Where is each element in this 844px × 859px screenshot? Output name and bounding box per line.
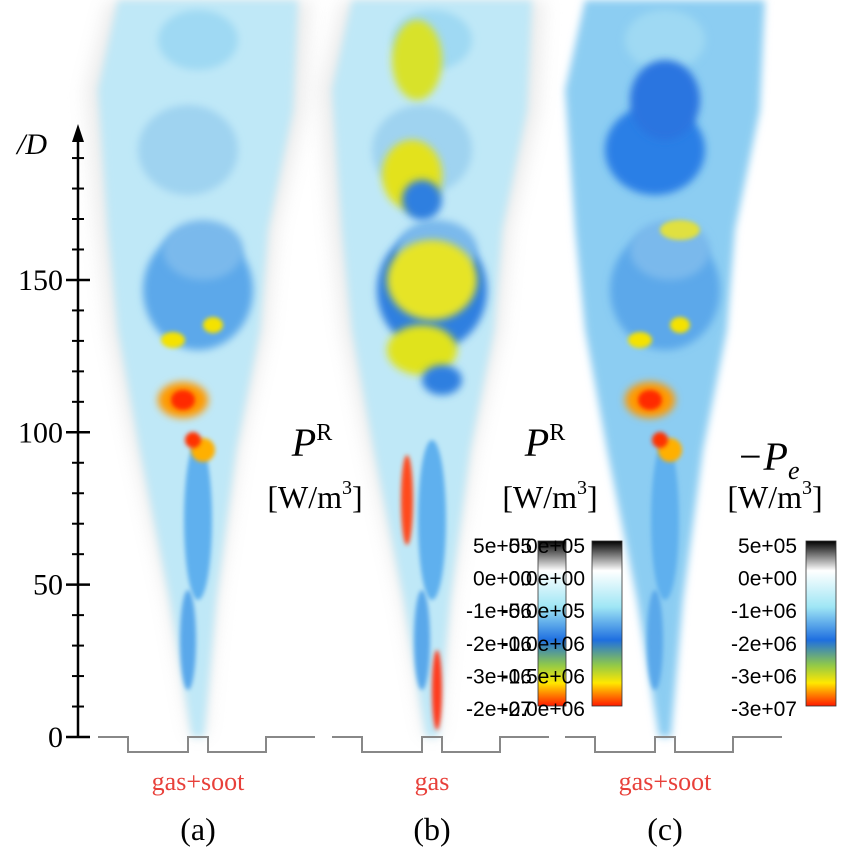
- quantity-symbol: PR: [291, 420, 332, 465]
- floor-profile: [565, 736, 782, 753]
- colorbar-label: -1.0e+06: [502, 633, 586, 656]
- flame-blob: [163, 220, 243, 280]
- flame-blob: [184, 440, 212, 600]
- colorbar-label: 0e+00: [473, 568, 532, 591]
- y-tick-label: 100: [18, 416, 63, 449]
- colorbar-label: -2e+07: [466, 698, 532, 721]
- colorbar-label: -2e+06: [731, 633, 797, 656]
- colorbar-label: -1.5e+06: [502, 665, 586, 688]
- colorbar: [805, 540, 837, 707]
- axis-arrow: [72, 124, 84, 142]
- flame-body: [98, 0, 298, 737]
- unit: [W/m3]: [502, 477, 597, 515]
- colorbar-label: -3e+07: [731, 698, 797, 721]
- colorbar-label: -3e+06: [731, 665, 797, 688]
- flame-blob: [402, 180, 442, 220]
- flame-blob: [392, 20, 442, 100]
- symbol: −P: [737, 434, 788, 479]
- caption: gas: [415, 767, 450, 796]
- colorbar-label: -1e+06: [731, 600, 797, 623]
- quantity-symbol: −Pe: [737, 434, 800, 485]
- colorbar-label: 0e+00: [738, 568, 797, 591]
- flame-blob: [180, 590, 196, 690]
- colorbar-label: 0.0e+00: [509, 568, 586, 591]
- floor-profile: [98, 736, 315, 753]
- colorbar: [591, 540, 623, 707]
- y-tick-label: 150: [18, 264, 63, 297]
- unit-open: [W/m: [727, 479, 802, 515]
- unit-open: [W/m: [502, 479, 577, 515]
- flame-blob: [203, 317, 223, 333]
- flame-blob: [651, 440, 679, 600]
- flame-blob: [418, 440, 446, 600]
- y-axis: /D 0 50 100 150: [15, 124, 90, 754]
- flame-images: [86, 0, 782, 753]
- unit-sup: 3: [342, 477, 352, 499]
- axis-label: /D: [15, 128, 47, 161]
- flame-blob: [625, 10, 705, 70]
- flame: [320, 0, 549, 753]
- flame-blob: [432, 650, 442, 730]
- panel-tag: (c): [647, 811, 683, 847]
- caption: gas+soot: [152, 767, 245, 796]
- symbol: P: [524, 420, 549, 465]
- colorbar-label: 5e+05: [473, 535, 532, 558]
- flame-blob: [138, 105, 238, 195]
- panel-tag: (b): [413, 811, 450, 847]
- flame: [86, 0, 315, 753]
- flame-blob: [628, 332, 652, 348]
- flame-blob: [638, 390, 662, 410]
- quantity-symbol: PR: [524, 420, 565, 465]
- flame-blob: [670, 317, 690, 333]
- colorbar-label: -2.0e+06: [502, 698, 586, 721]
- superscript: R: [316, 420, 332, 446]
- flame-blob: [161, 332, 185, 348]
- unit: [W/m3]: [727, 477, 822, 515]
- flame-blob: [401, 455, 413, 545]
- panel: −Pe[W/m3] 5e+05 0e+00 -1e+06 -2e+06 -3e+06 -3e…: [619, 434, 837, 847]
- symbol: P: [291, 420, 316, 465]
- floor-profile: [332, 736, 549, 753]
- flame-blob: [387, 240, 477, 320]
- panel: PR[W/m3]5.0e+050.0e+00-5.0e+05-1.0e+06-1…: [413, 420, 623, 847]
- y-tick-label: 0: [48, 721, 63, 754]
- colorbar-label: -3e+06: [466, 665, 532, 688]
- flame-blob: [387, 325, 457, 375]
- flame-body: [565, 0, 765, 737]
- colorbar-label: -5.0e+05: [502, 600, 586, 623]
- unit-close: ]: [352, 479, 363, 515]
- colorbar: [537, 540, 567, 707]
- colorbar-label: 5.0e+05: [509, 535, 586, 558]
- flame-blob: [158, 10, 238, 70]
- unit: [W/m3]: [267, 477, 362, 515]
- colorbar-label: -2e+06: [466, 633, 532, 656]
- y-tick-label: 50: [33, 569, 63, 602]
- flame-blob: [185, 432, 201, 448]
- colorbar-label: -1e+06: [466, 600, 532, 623]
- superscript: R: [549, 420, 565, 446]
- unit-close: ]: [587, 479, 598, 515]
- unit-sup: 3: [577, 477, 587, 499]
- flame-blob: [647, 590, 663, 690]
- flame-blob: [652, 432, 668, 448]
- flame-blob: [422, 365, 462, 395]
- subscript: e: [788, 456, 800, 485]
- flame-blob: [171, 390, 195, 410]
- flame-blob: [414, 590, 430, 690]
- panel-tag: (a): [180, 811, 216, 847]
- colorbar-label: 5e+05: [738, 535, 797, 558]
- flame-blob: [660, 220, 700, 240]
- unit-open: [W/m: [267, 479, 342, 515]
- flame: [565, 0, 782, 753]
- unit-close: ]: [812, 479, 823, 515]
- caption: gas+soot: [619, 767, 712, 796]
- panel: PR[W/m3]5e+050e+00-1e+06-2e+06-3e+06-2e+…: [152, 420, 567, 847]
- flame-blob: [630, 60, 700, 140]
- unit-sup: 3: [802, 477, 812, 499]
